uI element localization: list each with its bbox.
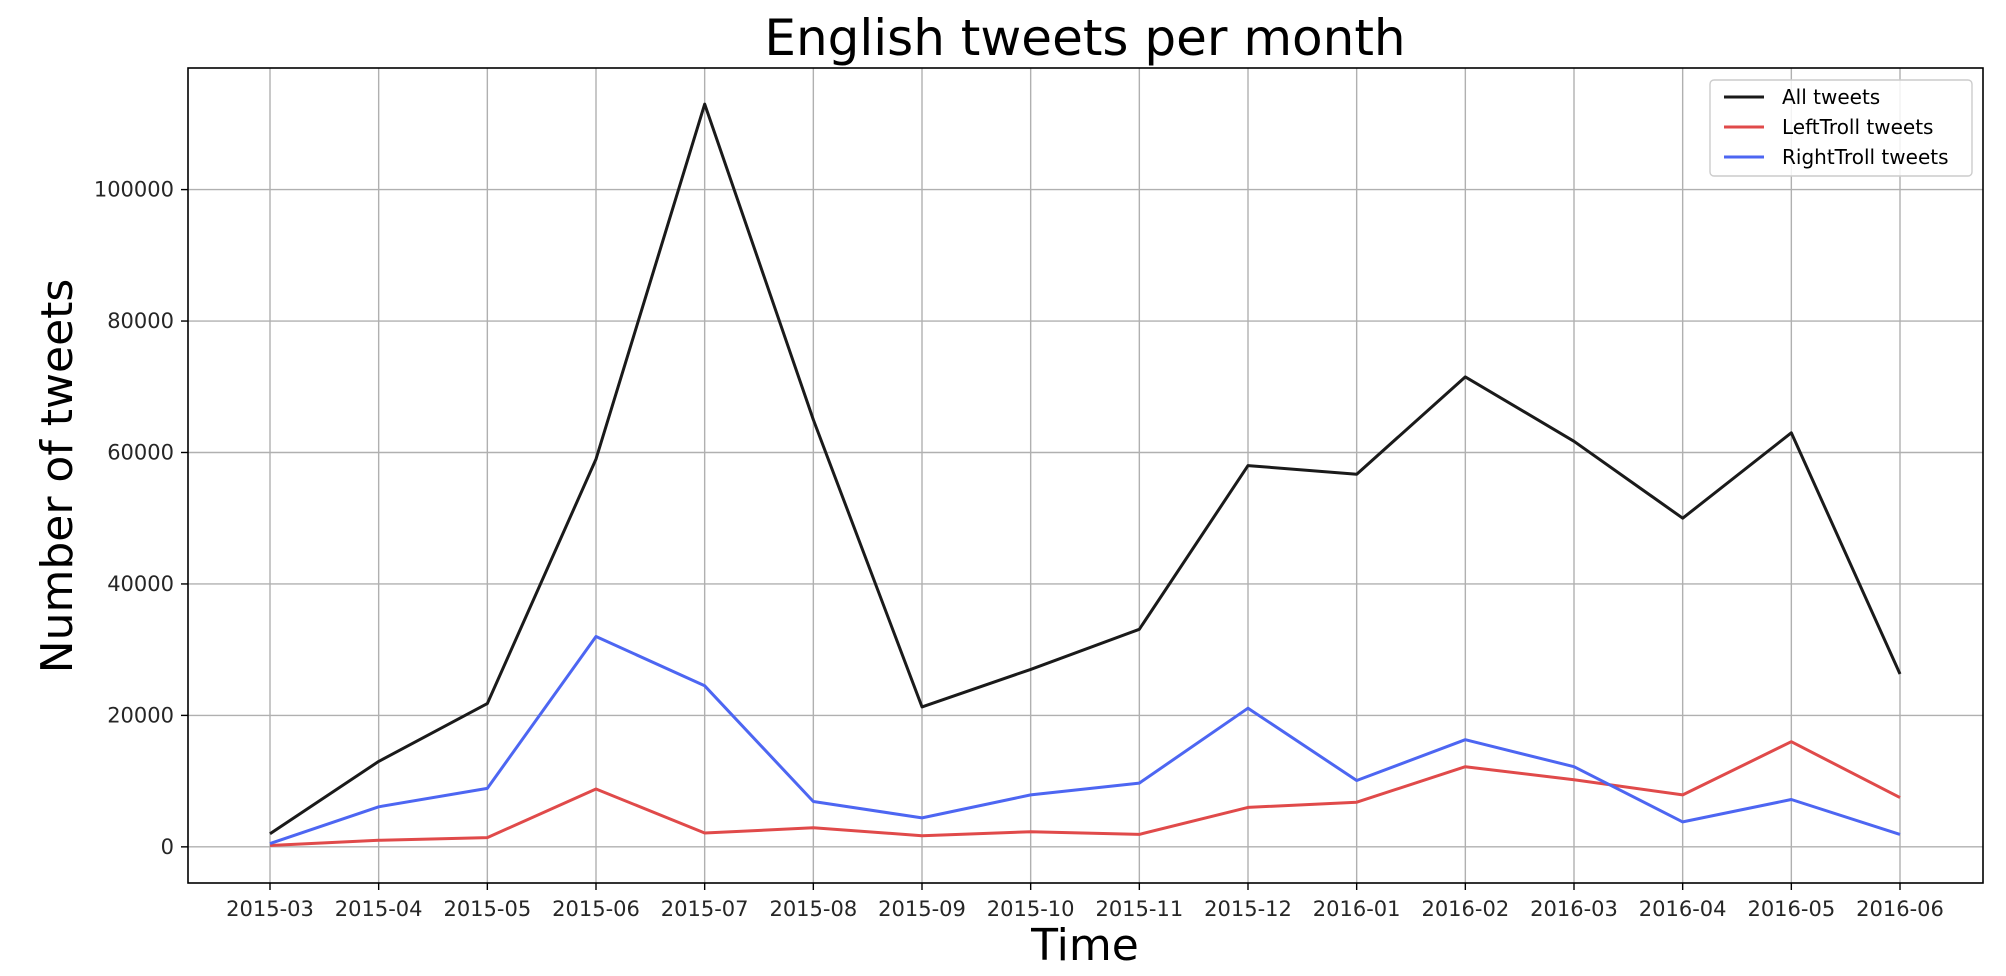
legend-label-lefttroll-tweets: LeftTroll tweets — [1782, 115, 1933, 139]
x-tick-label: 2015-08 — [769, 897, 857, 921]
legend-label-all-tweets: All tweets — [1782, 85, 1880, 109]
chart-title: English tweets per month — [764, 9, 1405, 67]
x-tick-label: 2016-04 — [1639, 897, 1727, 921]
x-tick-label: 2015-11 — [1095, 897, 1183, 921]
grid-lines — [188, 68, 1983, 883]
x-tick-label: 2015-04 — [335, 897, 423, 921]
x-tick-label: 2015-07 — [661, 897, 749, 921]
y-tick-label: 20000 — [107, 703, 174, 727]
y-tick-label: 40000 — [107, 572, 174, 596]
y-tick-label: 0 — [161, 835, 174, 859]
x-tick-label: 2015-03 — [226, 897, 314, 921]
y-tick-label: 100000 — [94, 178, 174, 202]
y-axis-title: Number of tweets — [32, 279, 83, 674]
legend-box — [1709, 79, 1973, 177]
series-line-lefttroll-tweets — [269, 740, 1901, 847]
x-tick-label: 2016-05 — [1747, 897, 1835, 921]
x-tick-label: 2015-05 — [443, 897, 531, 921]
series-lines — [269, 102, 1902, 847]
x-tick-label: 2016-01 — [1313, 897, 1401, 921]
x-axis-title: Time — [1030, 920, 1139, 971]
series-line-all-tweets — [269, 102, 1902, 835]
x-tick-label: 2015-10 — [987, 897, 1075, 921]
x-tick-label: 2016-02 — [1421, 897, 1509, 921]
plot-frame — [187, 67, 1984, 884]
y-tick-label: 80000 — [107, 309, 174, 333]
legend-items: All tweets LeftTroll tweets RightTroll twe… — [1724, 85, 1949, 169]
x-tick-label: 2015-06 — [552, 897, 640, 921]
x-tick-label: 2016-03 — [1530, 897, 1618, 921]
y-tick-label: 60000 — [107, 440, 174, 464]
series-line-righttroll-tweets — [269, 635, 1901, 846]
axis-ticks: 2015-03 2015-04 2015-05 2015-06 2015-07 2015-… — [94, 178, 1944, 921]
legend-label-righttroll-tweets: RightTroll tweets — [1782, 145, 1949, 169]
legend: All tweets LeftTroll tweets RightTroll twe… — [1709, 79, 1973, 177]
x-tick-label: 2015-09 — [878, 897, 966, 921]
x-tick-label: 2015-12 — [1204, 897, 1292, 921]
x-tick-label: 2016-06 — [1856, 897, 1944, 921]
